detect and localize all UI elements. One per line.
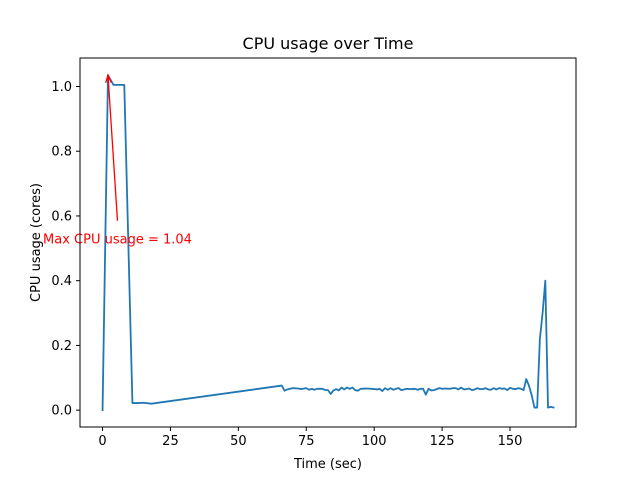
y-tick-label: 0.6	[51, 209, 72, 224]
annotation-arrow	[107, 75, 119, 221]
x-tick-label: 25	[162, 434, 179, 449]
x-tick-label: 0	[98, 434, 106, 449]
x-axis-ticks: 0 25 50 75 100 125 150	[98, 427, 522, 449]
max-cpu-annotation: Max CPU usage = 1.04	[43, 233, 192, 248]
y-tick-label: 0.0	[51, 404, 72, 419]
chart-title: CPU usage over Time	[243, 34, 414, 53]
x-axis-label: Time (sec)	[293, 457, 362, 472]
x-tick-label: 100	[362, 434, 387, 449]
x-tick-label: 75	[298, 434, 315, 449]
x-tick-label: 125	[430, 434, 455, 449]
y-tick-label: 1.0	[51, 80, 72, 95]
plot-area	[80, 58, 576, 427]
x-tick-label: 50	[230, 434, 247, 449]
y-tick-label: 0.2	[51, 339, 72, 354]
series-layer	[101, 74, 555, 412]
y-tick-label: 0.8	[51, 145, 72, 160]
y-axis-ticks: 0.0 0.2 0.4 0.6 0.8 1.0	[51, 80, 80, 419]
plot-frame	[79, 57, 577, 428]
y-tick-label: 0.4	[51, 274, 72, 289]
y-axis-label: CPU usage (cores)	[29, 183, 44, 302]
x-tick-label: 150	[498, 434, 523, 449]
annotation-arrow-head	[105, 73, 112, 84]
